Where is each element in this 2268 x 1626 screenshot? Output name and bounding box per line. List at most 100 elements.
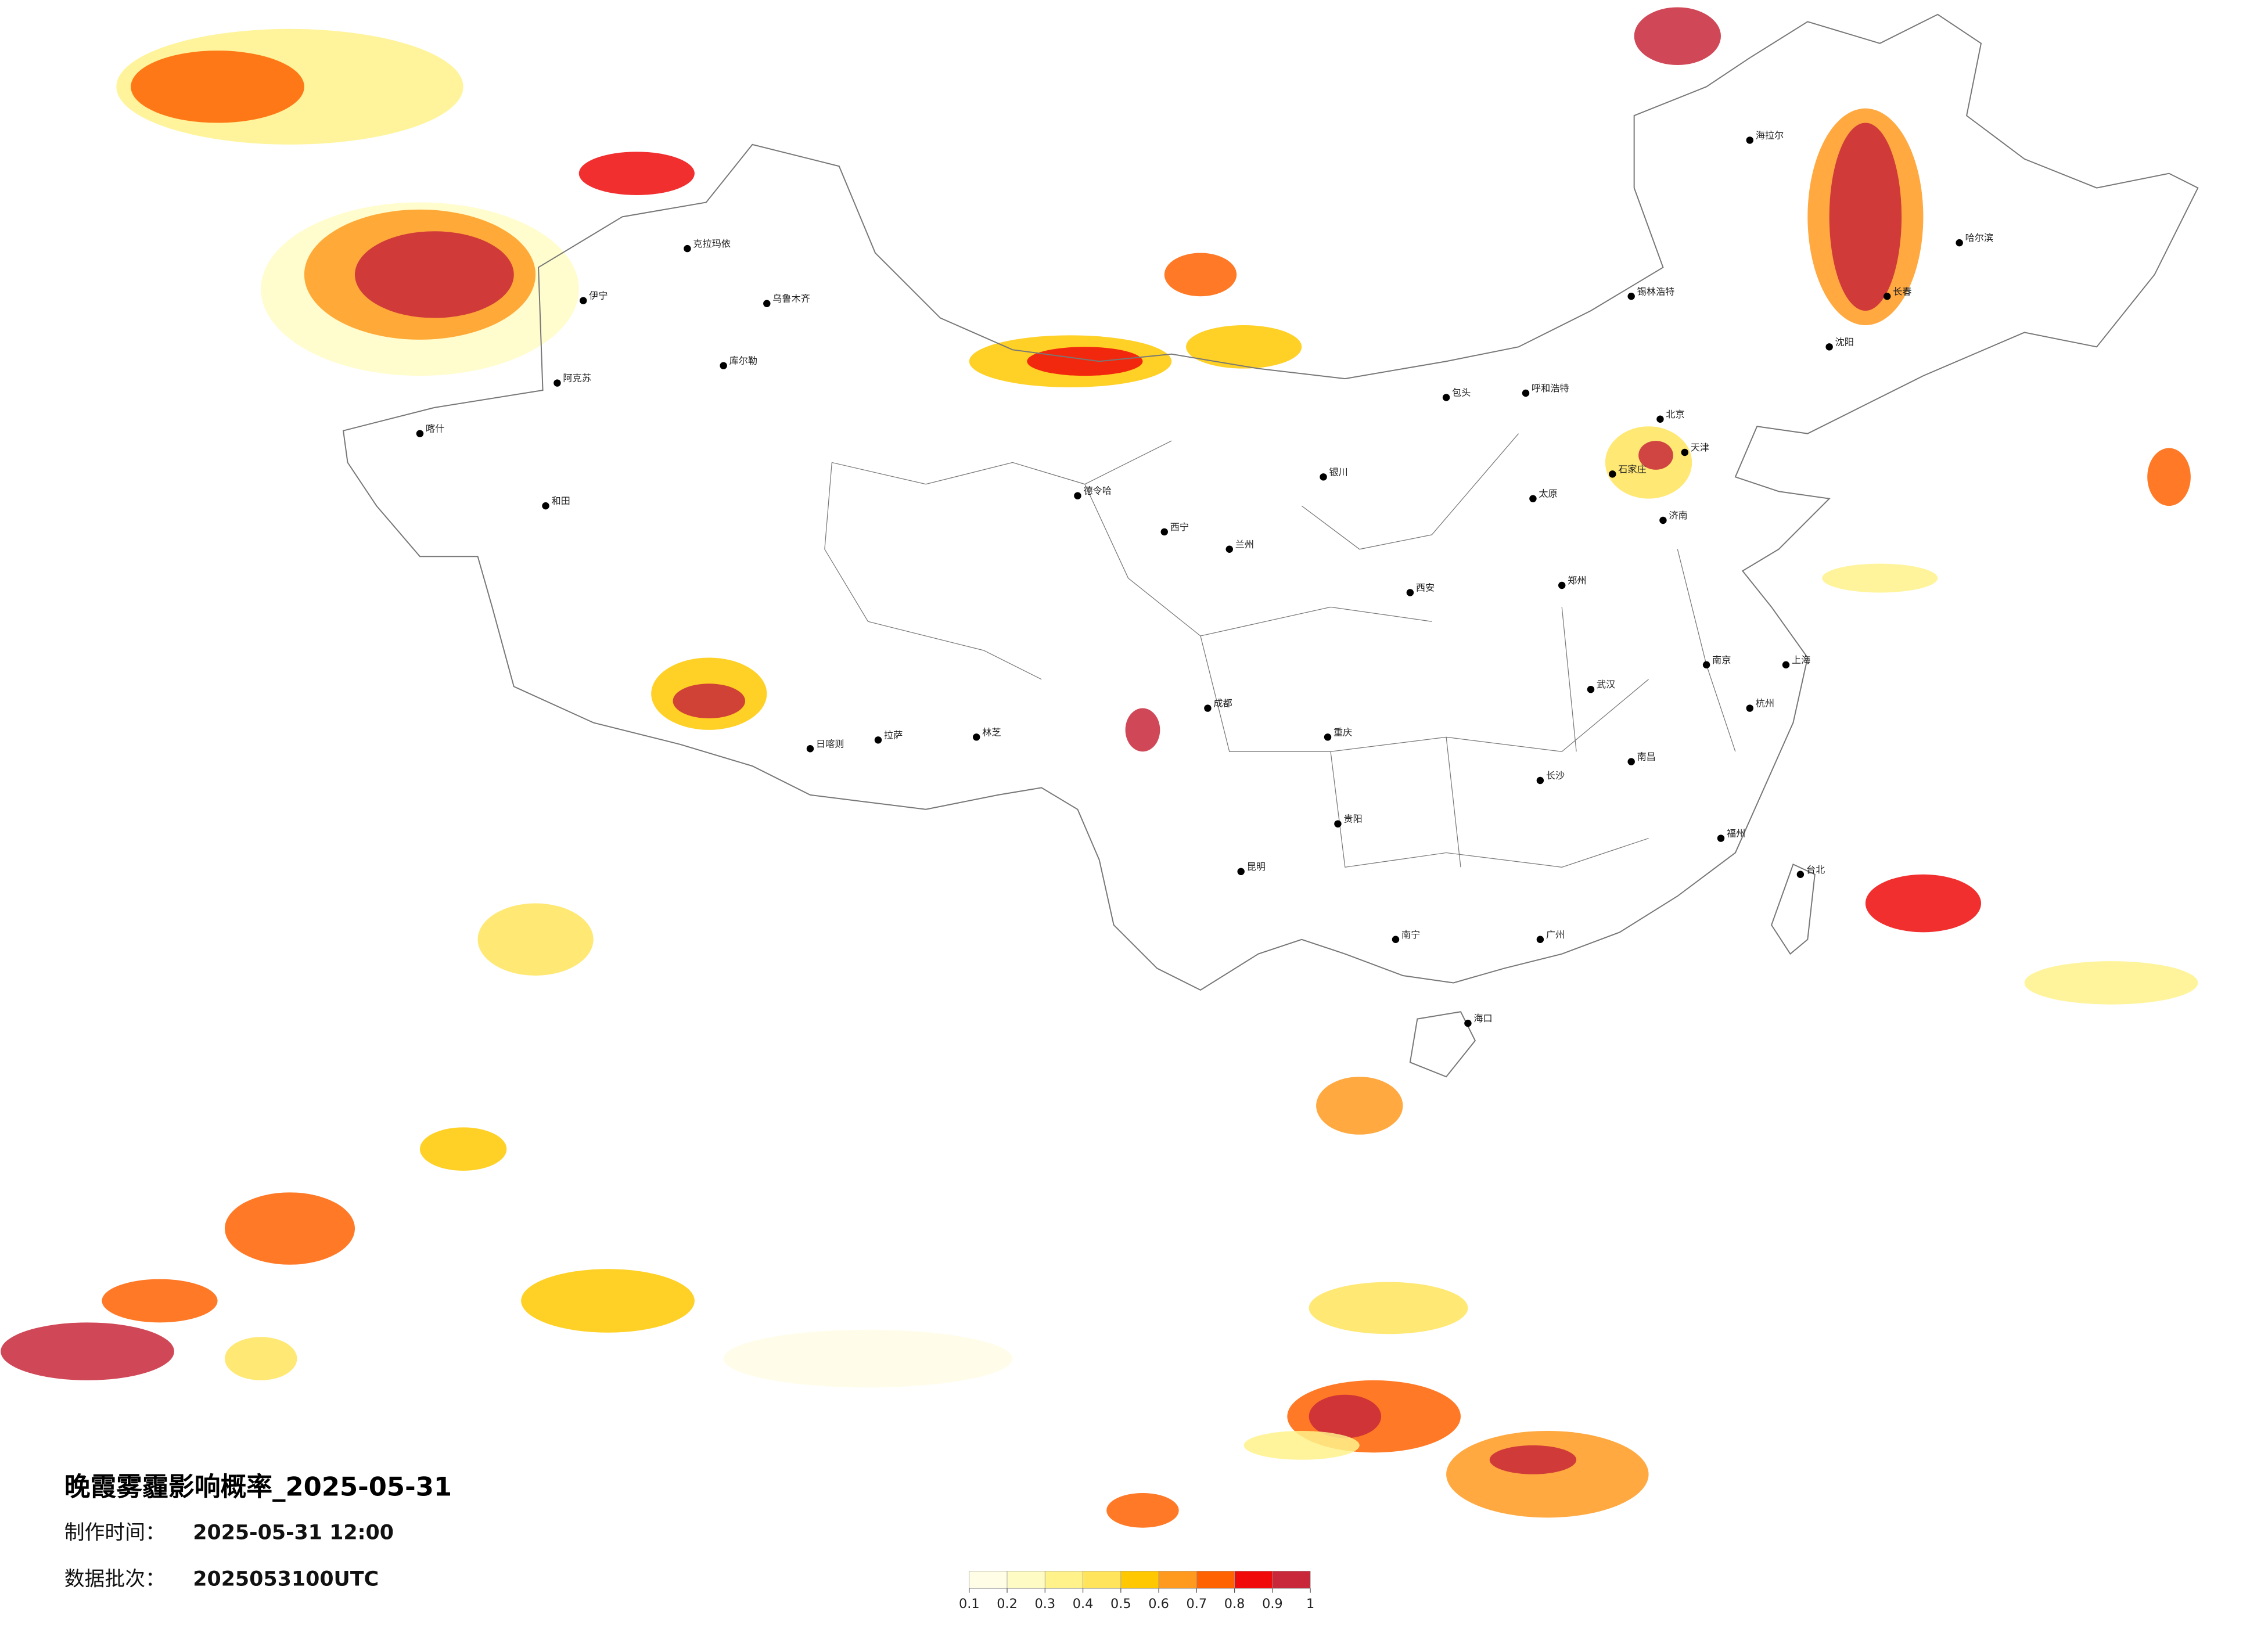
data-batch-label: 数据批次： — [64, 1567, 166, 1591]
colorbar-tick-label: 0.3 — [1034, 1596, 1055, 1611]
hainan-border — [1409, 1011, 1476, 1078]
city-dot — [874, 736, 882, 744]
city-label: 海口 — [1473, 1013, 1492, 1024]
city-label: 天津 — [1691, 442, 1709, 453]
city-dot — [1204, 704, 1212, 712]
haze-area — [1446, 1431, 1649, 1518]
haze-area — [131, 51, 304, 123]
city-label: 太原 — [1539, 488, 1557, 499]
city-label: 上海 — [1792, 654, 1810, 665]
haze-area — [1638, 441, 1673, 470]
city-label: 呼和浩特 — [1532, 383, 1569, 394]
colorbar-tick-label: 0.2 — [997, 1596, 1018, 1611]
city-dot — [1074, 492, 1081, 499]
city-label: 重庆 — [1334, 726, 1352, 738]
city-dot — [684, 244, 691, 253]
city-dot — [1702, 661, 1710, 669]
city-label: 哈尔滨 — [1965, 232, 1993, 243]
city-label: 海拉尔 — [1756, 129, 1784, 141]
city-label: 台北 — [1806, 864, 1825, 875]
haze-area — [1634, 7, 1721, 66]
city-label: 林芝 — [982, 726, 1001, 738]
city-label: 和田 — [551, 495, 570, 506]
city-dot — [763, 300, 771, 307]
haze-area — [354, 231, 514, 318]
city-dot — [1782, 661, 1790, 669]
haze-area — [1125, 708, 1160, 752]
haze-area — [1822, 563, 1938, 593]
city-label: 拉萨 — [884, 729, 903, 740]
city-dot — [1746, 136, 1753, 144]
city-dot — [553, 379, 561, 387]
data-batch-value: 2025053100UTC — [193, 1567, 379, 1591]
city-dot — [1406, 589, 1414, 596]
colorbar-box — [969, 1571, 1008, 1589]
city-dot — [1656, 415, 1664, 423]
city-dot — [1225, 545, 1233, 553]
city-label: 长沙 — [1546, 770, 1565, 781]
city-dot — [806, 745, 814, 753]
colorbar-box — [1083, 1571, 1122, 1589]
city-dot — [1956, 239, 1963, 247]
borders — [342, 13, 2199, 1078]
city-label: 西宁 — [1170, 521, 1189, 533]
city-dot — [720, 362, 727, 369]
city-dot — [1796, 870, 1805, 878]
haze-area — [521, 1269, 695, 1333]
colorbar-box — [1196, 1571, 1235, 1589]
city-label: 日喀则 — [816, 738, 844, 749]
colorbar-tick-label: 0.7 — [1187, 1596, 1207, 1611]
haze-area — [419, 1127, 507, 1171]
city-label: 喀什 — [426, 423, 444, 434]
haze-area — [1, 1322, 174, 1380]
colorbar-tick-label: 0.9 — [1262, 1596, 1283, 1611]
colorbar-box — [1044, 1571, 1083, 1589]
city-dot — [1627, 758, 1635, 765]
city-dot — [1324, 733, 1332, 741]
city-label: 昆明 — [1247, 861, 1266, 872]
city-dot — [1681, 448, 1688, 456]
city-label: 库尔勒 — [729, 355, 757, 366]
city-label: 兰州 — [1235, 539, 1254, 550]
colorbar-tick-label: 0.4 — [1073, 1596, 1094, 1611]
production-time-value: 2025-05-31 12:00 — [193, 1521, 394, 1545]
city-label: 沈阳 — [1835, 336, 1854, 347]
city-label: 锡林浩特 — [1637, 286, 1675, 297]
city-label: 石家庄 — [1618, 463, 1646, 474]
city-dot — [1558, 581, 1566, 589]
city-dot — [1160, 528, 1168, 536]
city-label: 贵阳 — [1343, 814, 1362, 825]
city-label: 乌鲁木齐 — [772, 293, 810, 304]
haze-area — [578, 152, 695, 195]
city-dot — [972, 733, 980, 741]
city-dot — [1587, 685, 1595, 693]
city-label: 伊宁 — [589, 290, 608, 301]
city-dot — [1442, 394, 1450, 401]
city-dot — [1536, 936, 1544, 943]
colorbar-box — [1120, 1571, 1159, 1589]
city-label: 成都 — [1213, 698, 1232, 709]
city-label: 包头 — [1452, 387, 1471, 398]
city-label: 德令哈 — [1083, 485, 1111, 497]
haze-layer — [1, 7, 2198, 1528]
haze-area — [224, 1337, 297, 1380]
city-label: 北京 — [1666, 409, 1684, 420]
haze-area — [2147, 448, 2191, 506]
city-dot — [1522, 389, 1530, 397]
haze-area — [673, 684, 745, 718]
haze-area — [1106, 1493, 1179, 1528]
city-label: 南宁 — [1401, 929, 1420, 940]
taiwan-border — [1770, 863, 1816, 955]
haze-area — [477, 903, 594, 976]
city-dot — [1536, 776, 1544, 785]
production-time-label: 制作时间： — [64, 1521, 166, 1545]
haze-area — [1865, 874, 1981, 933]
haze-area — [2024, 961, 2198, 1005]
colorbar-box — [1272, 1571, 1311, 1589]
haze-area — [1027, 347, 1143, 376]
colorbar-box — [1007, 1571, 1045, 1589]
city-label: 杭州 — [1756, 698, 1774, 709]
haze-area — [1186, 325, 1302, 369]
city-label: 广州 — [1546, 929, 1565, 940]
